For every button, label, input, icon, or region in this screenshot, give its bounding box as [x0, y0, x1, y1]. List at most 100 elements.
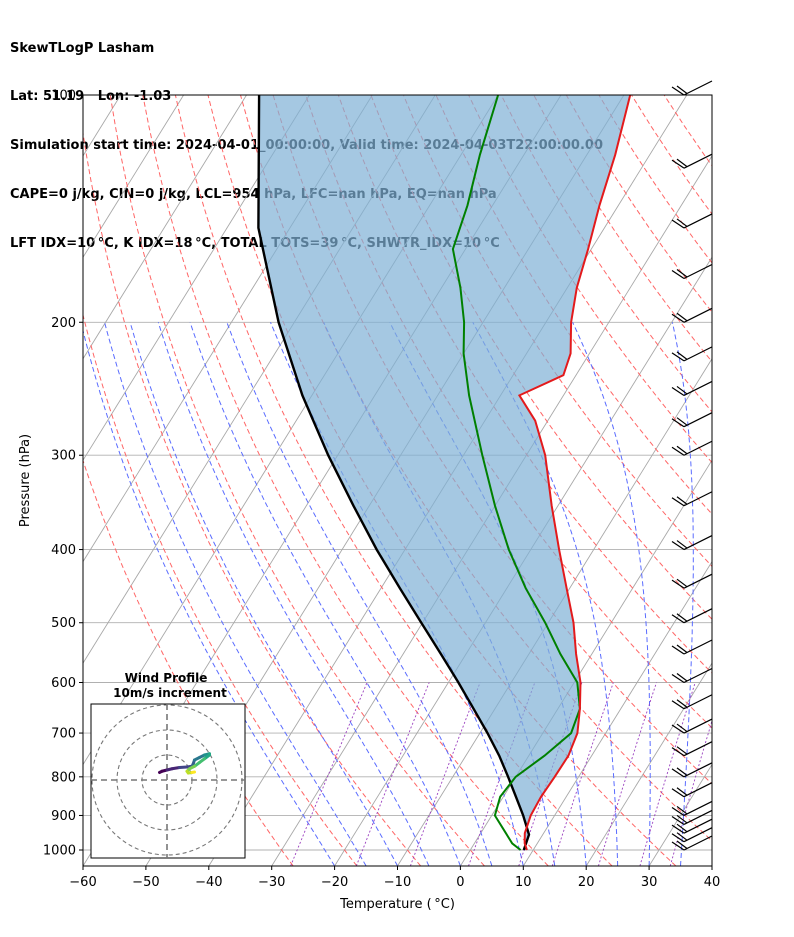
barb-flag	[671, 159, 685, 169]
wind-barb	[671, 718, 713, 734]
barb-staff	[683, 827, 713, 843]
barb-flag	[676, 823, 688, 833]
chart-title: SkewTLogP Lasham	[10, 40, 155, 56]
y-tick-label: 700	[51, 727, 76, 742]
y-tick-label: 200	[51, 316, 76, 331]
wind-barb	[671, 782, 713, 798]
x-tick-label: 0	[456, 875, 464, 890]
wind-barb	[671, 694, 713, 710]
barb-flag	[676, 578, 688, 588]
location-line: Lat: 51.19 Lon: -1.03	[10, 89, 172, 105]
barb-flag	[676, 814, 688, 824]
barb-staff	[683, 782, 713, 798]
barb-flag	[671, 806, 685, 816]
wind-barbs	[671, 80, 713, 851]
y-tick-label: 800	[51, 770, 76, 785]
mixing-ratio-line	[290, 682, 368, 866]
y-axis-label: Pressure (hPa)	[18, 434, 33, 527]
x-tick-label: 20	[578, 875, 595, 890]
barb-flag	[671, 219, 685, 229]
wind-barb	[671, 827, 713, 843]
wind-barb	[671, 639, 713, 655]
barb-flag	[671, 386, 685, 396]
barb-flag	[671, 352, 685, 362]
dry-adiabat	[631, 95, 712, 215]
barb-staff	[683, 412, 713, 428]
barb-staff	[683, 809, 713, 825]
isotherm-gridline	[585, 662, 712, 866]
wind-barb	[671, 440, 713, 456]
barb-staff	[683, 263, 713, 280]
barb-staff	[683, 573, 713, 589]
dry-adiabat	[83, 313, 358, 866]
wind-barb	[671, 800, 713, 816]
barb-staff	[683, 535, 713, 551]
barb-staff	[683, 213, 713, 229]
dry-adiabat	[109, 95, 485, 866]
dry-adiabat	[663, 95, 712, 167]
wind-barb	[671, 307, 713, 323]
wind-barb	[671, 835, 713, 851]
x-tick-label: −30	[258, 875, 285, 890]
isotherm-gridline	[775, 95, 794, 866]
isotherm-gridline	[334, 256, 712, 866]
x-tick-label: −40	[195, 875, 222, 890]
barb-flag	[676, 445, 688, 455]
barb-flag	[671, 700, 685, 710]
barb-flag	[671, 645, 685, 655]
moist-adiabat	[157, 322, 430, 866]
dry-adiabat	[207, 95, 677, 866]
wind-barb	[671, 346, 713, 362]
barb-flag	[676, 613, 688, 622]
barb-flag	[671, 86, 685, 96]
barb-staff	[683, 80, 713, 96]
barb-staff	[683, 380, 713, 396]
isotherm-gridline	[648, 763, 712, 866]
barb-staff	[683, 835, 713, 851]
mixing-ratio-line	[597, 682, 657, 866]
x-tick-label: 10	[515, 875, 532, 890]
moist-adiabat	[572, 322, 651, 866]
barb-flag	[676, 417, 688, 426]
wind-barb	[671, 535, 713, 551]
y-tick-label: 1000	[43, 844, 76, 859]
isotherm-gridline	[397, 357, 712, 866]
barb-flag	[676, 269, 688, 278]
barb-flag	[676, 767, 688, 776]
barb-staff	[683, 762, 713, 778]
barb-flag	[671, 768, 685, 778]
hodograph-title: Wind Profile	[125, 671, 208, 685]
barb-flag	[671, 269, 685, 279]
barb-flag	[676, 723, 688, 733]
wind-barb	[671, 818, 713, 834]
cin-shading	[258, 95, 631, 850]
dry-adiabat	[435, 95, 712, 515]
wind-barb	[671, 263, 713, 280]
barb-flag	[676, 787, 688, 796]
barb-flag	[671, 614, 685, 624]
dewpoint-line	[451, 95, 581, 851]
barb-staff	[683, 608, 713, 624]
moist-adiabat	[671, 322, 694, 866]
barb-flag	[676, 832, 688, 841]
barb-flag	[671, 541, 685, 551]
barb-flag	[671, 418, 685, 428]
barb-staff	[683, 667, 713, 684]
barb-flag	[671, 815, 685, 825]
isotherm-gridline	[83, 95, 247, 360]
barb-flag	[676, 351, 688, 360]
x-tick-label: −50	[132, 875, 159, 890]
barb-staff	[683, 307, 713, 323]
y-tick-label: 100	[51, 89, 76, 104]
barb-staff	[683, 346, 713, 362]
barb-flag	[671, 497, 685, 507]
hodograph-plot	[91, 704, 245, 858]
moist-adiabat	[711, 860, 712, 866]
dry-adiabat	[370, 95, 712, 620]
wind-barb	[671, 491, 713, 507]
y-tick-label: 300	[51, 449, 76, 464]
isotherm-gridline	[83, 95, 185, 259]
barb-staff	[683, 694, 713, 710]
moist-adiabat	[472, 322, 619, 866]
